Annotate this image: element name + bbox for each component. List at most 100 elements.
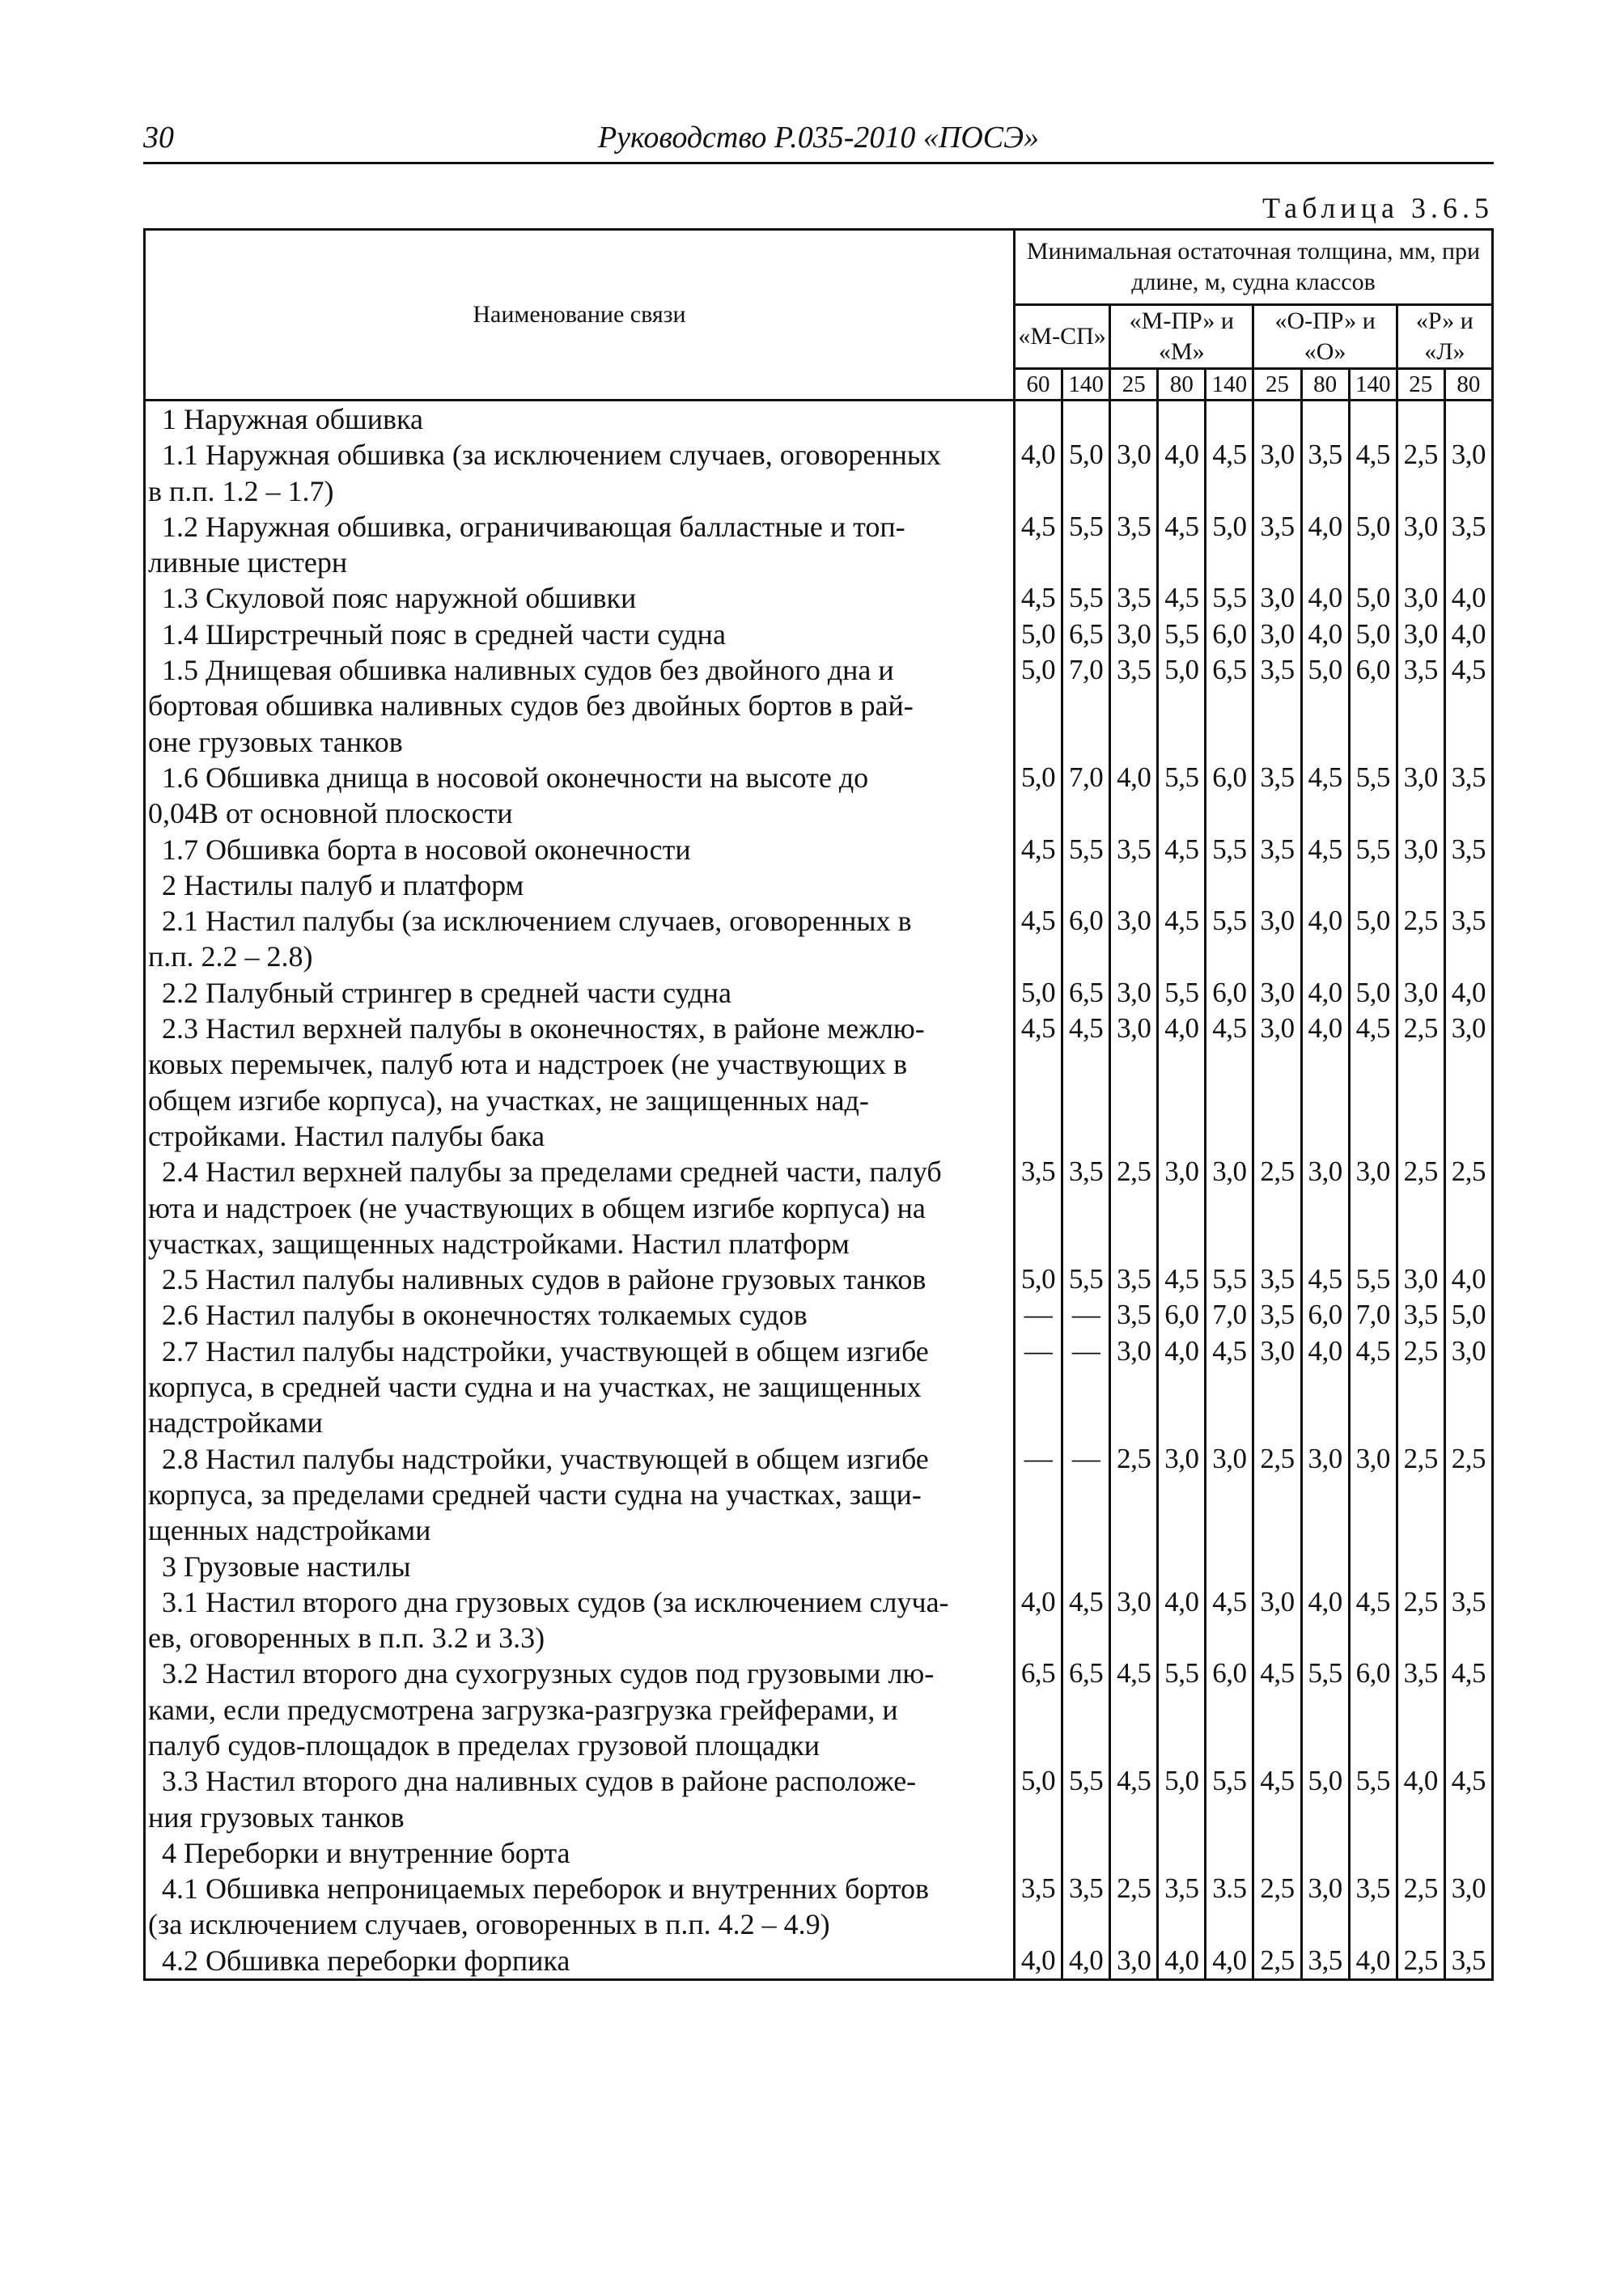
thickness-value: 6,0 (1347, 1656, 1398, 1764)
thickness-value (1347, 1548, 1398, 1584)
name-column-header: Наименование связи (143, 228, 1016, 401)
thickness-value: 3,0 (1109, 1584, 1160, 1656)
thickness-value (1156, 1834, 1207, 1872)
thickness-value (1300, 400, 1351, 438)
thickness-value (1061, 400, 1112, 438)
thickness-value: 3,0 (1300, 1154, 1351, 1262)
thickness-value: 4,5 (1156, 508, 1207, 581)
thickness-value: 6,0 (1061, 903, 1112, 975)
thickness-value: 2,5 (1395, 437, 1446, 509)
thickness-value: 4,0 (1156, 1333, 1207, 1441)
thickness-group-header: Минимальная остаточная толщина, мм, при … (1013, 228, 1494, 306)
element-name: 1.6 Обшивка днища в носовой оконечности … (143, 759, 1016, 832)
thickness-value (1300, 867, 1351, 904)
thickness-value: 5,5 (1347, 831, 1398, 867)
thickness-value (1347, 1834, 1398, 1872)
element-name: 4.2 Обшивка переборки форпика (143, 1942, 1016, 1982)
thickness-value: 4,5 (1109, 1763, 1160, 1835)
thickness-value: 3,0 (1395, 508, 1446, 581)
thickness-value (1156, 400, 1207, 438)
table-row: 3.3 Настил второго дна наливных судов в … (143, 1763, 1495, 1835)
thickness-value: 3,0 (1109, 903, 1160, 975)
thickness-value: 2,5 (1443, 1154, 1495, 1262)
thickness-value (1204, 1834, 1255, 1872)
table-row: 3.2 Настил второго дна сухогрузных судов… (143, 1656, 1495, 1764)
thickness-value (1395, 1548, 1446, 1584)
thickness-value: 4,5 (1204, 437, 1255, 509)
length-header: 140 (1061, 367, 1112, 401)
thickness-value: 3,0 (1347, 1154, 1398, 1262)
table-row: 2.8 Настил палубы надстройки, участвующе… (143, 1440, 1495, 1549)
class-header: «М-ПР» и «М» (1109, 303, 1255, 370)
thickness-value: 5,0 (1347, 508, 1398, 581)
element-name: 1 Наружная обшивка (143, 400, 1016, 438)
thickness-value: 3,0 (1252, 580, 1303, 617)
thickness-value: 5,0 (1300, 1763, 1351, 1835)
element-name: 1.5 Днищевая обшивка наливных судов без … (143, 652, 1016, 760)
thickness-value: 4,5 (1443, 1763, 1495, 1835)
thickness-value: 3,5 (1109, 1297, 1160, 1334)
class-header: «О-ПР» и «О» (1252, 303, 1398, 370)
thickness-value (1252, 400, 1303, 438)
thickness-value: 3,0 (1109, 437, 1160, 509)
thickness-value: 5,0 (1012, 759, 1064, 832)
thickness-value: 7,0 (1061, 652, 1112, 760)
thickness-value: 3,5 (1109, 508, 1160, 581)
thickness-value: 4,5 (1204, 1011, 1255, 1155)
element-name: 2.6 Настил палубы в оконечностях толкаем… (143, 1297, 1016, 1334)
thickness-value: 4,5 (1156, 1261, 1207, 1298)
thickness-value: 5,5 (1204, 580, 1255, 617)
table-row: 4.2 Обшивка переборки форпика 4,0 4,0 3,0 4,… (143, 1942, 1495, 1982)
thickness-value: 5,5 (1204, 1261, 1255, 1298)
element-name: 2.5 Настил палубы наливных судов в район… (143, 1261, 1016, 1298)
element-name: 3 Грузовые настилы (143, 1548, 1016, 1584)
table-caption: Таблица 3.6.5 (1262, 192, 1494, 224)
thickness-value: 5,5 (1061, 580, 1112, 617)
thickness-value: 3,0 (1109, 1011, 1160, 1155)
table-row: 1.6 Обшивка днища в носовой оконечности … (143, 759, 1495, 832)
length-header: 60 (1012, 367, 1064, 401)
thickness-value: 3,0 (1443, 1333, 1495, 1441)
section-row: 3 Грузовые настилы (143, 1548, 1495, 1584)
thickness-value: 3,5 (1395, 652, 1446, 760)
thickness-value: 2,5 (1252, 1942, 1303, 1982)
thickness-value: 5,0 (1012, 1261, 1064, 1298)
thickness-value (1347, 400, 1398, 438)
thickness-value: 3,5 (1395, 1297, 1446, 1334)
thickness-value: 6,5 (1061, 1656, 1112, 1764)
thickness-value: 4,5 (1443, 652, 1495, 760)
thickness-value: 4,5 (1347, 1333, 1398, 1441)
element-name: 3.1 Настил второго дна грузовых судов (з… (143, 1584, 1016, 1656)
thickness-value: 3,5 (1012, 1154, 1064, 1262)
element-name: 1.1 Наружная обшивка (за исключением слу… (143, 437, 1016, 509)
thickness-value: 4,0 (1347, 1942, 1398, 1982)
thickness-value (1204, 400, 1255, 438)
table-row: 1.1 Наружная обшивка (за исключением слу… (143, 437, 1495, 509)
thickness-value: — (1061, 1333, 1112, 1441)
element-name: 2.8 Настил палубы надстройки, участвующе… (143, 1440, 1016, 1549)
thickness-value: 4,5 (1156, 831, 1207, 867)
thickness-value: 2,5 (1395, 1440, 1446, 1549)
thickness-value (1300, 1834, 1351, 1872)
thickness-value: 4,5 (1012, 1011, 1064, 1155)
element-name: 1.4 Ширстречный пояс в средней части суд… (143, 616, 1016, 653)
thickness-value: 3,5 (1252, 831, 1303, 867)
thickness-value: 4,0 (1300, 1333, 1351, 1441)
thickness-value: 3,5 (1252, 508, 1303, 581)
thickness-value: 3,0 (1300, 1871, 1351, 1943)
thickness-value: 6,0 (1300, 1297, 1351, 1334)
thickness-value: 5,0 (1012, 652, 1064, 760)
thickness-value: 3,0 (1395, 759, 1446, 832)
thickness-value: 4,5 (1061, 1011, 1112, 1155)
thickness-value: 3,0 (1156, 1440, 1207, 1549)
thickness-value: 2,5 (1395, 1942, 1446, 1982)
thickness-value: 5,5 (1061, 1763, 1112, 1835)
thickness-value: 3,0 (1395, 1261, 1446, 1298)
thickness-value (1252, 1834, 1303, 1872)
thickness-value: 4,5 (1443, 1656, 1495, 1764)
thickness-value: 3,5 (1012, 1871, 1064, 1943)
length-header: 140 (1347, 367, 1398, 401)
thickness-value: 3,0 (1109, 974, 1160, 1011)
thickness-value: 4,0 (1012, 1942, 1064, 1982)
table-row: 1.4 Ширстречный пояс в средней части суд… (143, 616, 1495, 653)
